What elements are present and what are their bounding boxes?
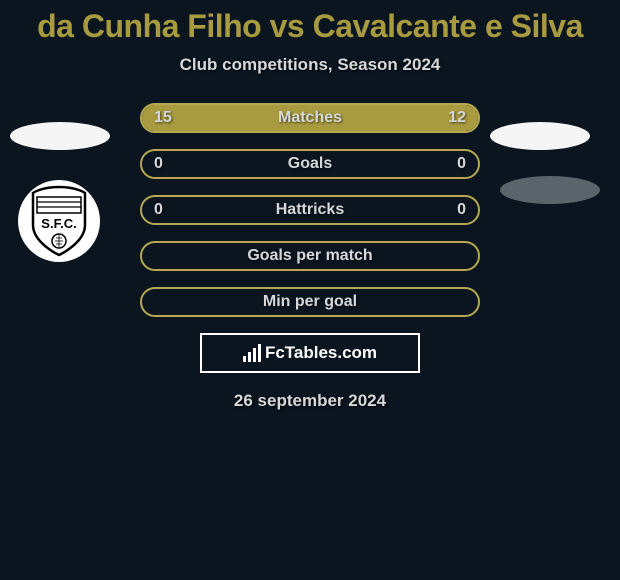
stat-row-hattricks: 0 0 Hattricks <box>140 195 480 225</box>
logo-text: FcTables.com <box>265 343 377 363</box>
stat-value-right: 0 <box>457 155 466 173</box>
player-badge-right-mid <box>500 176 600 204</box>
stat-value-right: 0 <box>457 201 466 219</box>
player-badge-left-top <box>10 122 110 150</box>
subtitle-text: Club competitions, Season 2024 <box>180 55 441 74</box>
stat-label: Hattricks <box>276 201 344 219</box>
stat-row-goals: 0 0 Goals <box>140 149 480 179</box>
stat-value-right: 12 <box>448 109 466 127</box>
club-crest-santos: S.F.C. <box>18 180 100 262</box>
santos-crest-icon: S.F.C. <box>29 185 89 257</box>
date-text: 26 september 2024 <box>234 391 386 410</box>
stat-label: Goals per match <box>247 247 372 265</box>
logo-bars-icon <box>243 344 261 362</box>
stat-row-matches: 15 12 Matches <box>140 103 480 133</box>
stat-row-goals-per-match: Goals per match <box>140 241 480 271</box>
comparison-title: da Cunha Filho vs Cavalcante e Silva <box>0 0 620 45</box>
stat-value-left: 15 <box>154 109 172 127</box>
stat-label: Matches <box>278 109 342 127</box>
fctables-logo: FcTables.com <box>200 333 420 373</box>
stat-label: Goals <box>288 155 332 173</box>
title-text: da Cunha Filho vs Cavalcante e Silva <box>37 8 583 44</box>
stat-value-left: 0 <box>154 155 163 173</box>
stat-label: Min per goal <box>263 293 357 311</box>
stat-row-min-per-goal: Min per goal <box>140 287 480 317</box>
svg-text:S.F.C.: S.F.C. <box>41 216 76 231</box>
comparison-subtitle: Club competitions, Season 2024 <box>0 55 620 75</box>
stat-value-left: 0 <box>154 201 163 219</box>
snapshot-date: 26 september 2024 <box>0 391 620 411</box>
player-badge-right-top <box>490 122 590 150</box>
